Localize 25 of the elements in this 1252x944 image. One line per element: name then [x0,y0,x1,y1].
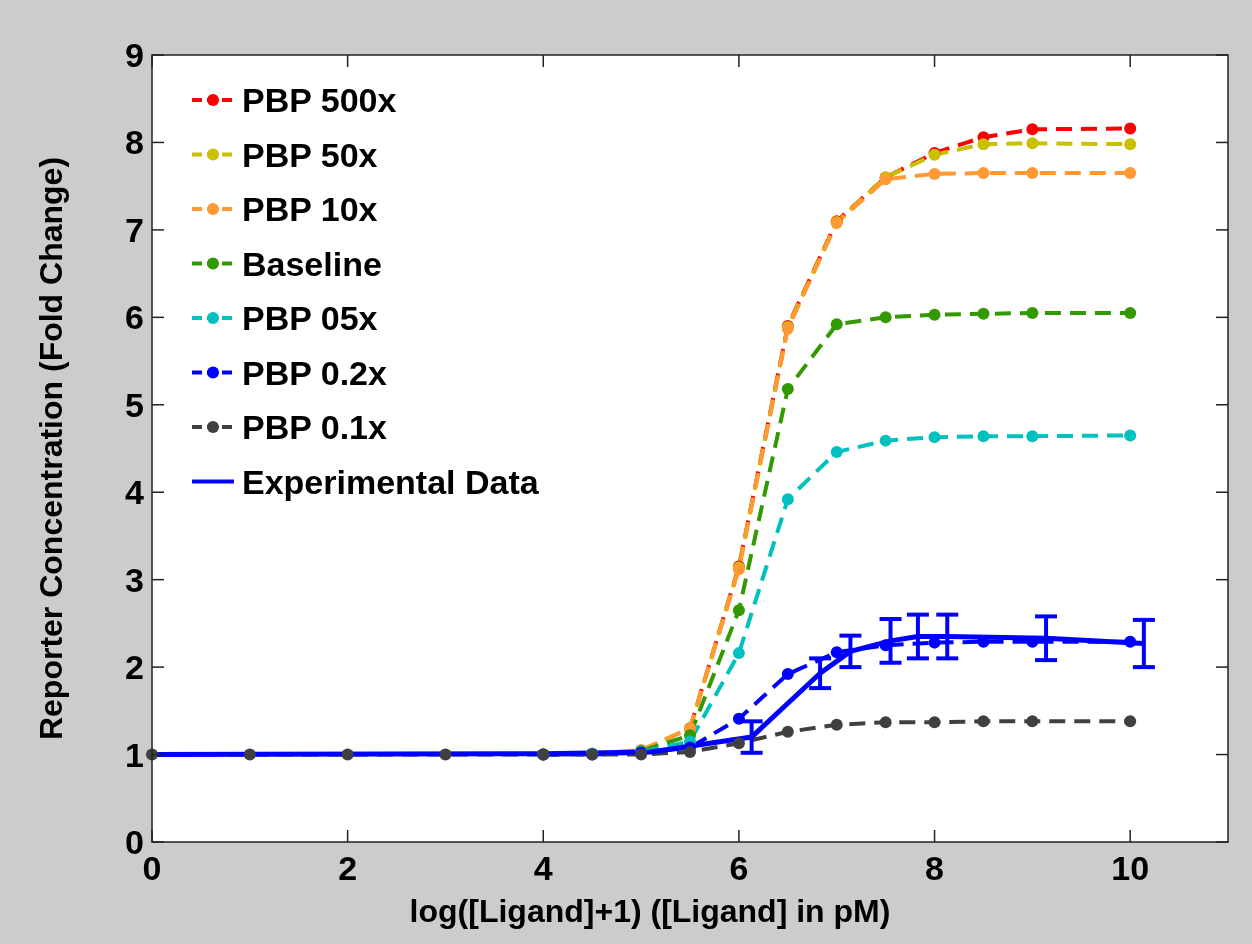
legend-label: PBP 0.1x [242,408,388,446]
y-tick-label: 3 [125,560,144,599]
legend-label: Baseline [242,244,382,283]
x-tick-label: 8 [925,849,945,887]
y-tick-label: 7 [125,210,144,249]
x-tick-label: 2 [338,849,358,887]
y-tick-label: 5 [125,385,144,424]
y-tick-label: 2 [125,648,144,687]
y-tick-label: 8 [125,123,144,162]
legend-label: PBP 05x [242,299,378,337]
x-tick-label: 6 [729,849,749,887]
y-tick-label: 4 [125,473,145,512]
x-axis-title: log([Ligand]+1) ([Ligand] in pM) [409,893,891,929]
x-tick-label: 4 [533,849,553,887]
y-tick-label: 6 [125,298,144,337]
legend-label: PBP 50x [242,135,378,174]
legend-label: PBP 10x [242,190,378,228]
y-tick-label: 9 [125,36,144,74]
legend-label: PBP 500x [242,81,397,119]
y-axis-title: Reporter Concentration (Fold Change) [33,156,69,741]
x-tick-label: 10 [1111,849,1150,887]
y-tick-label: 0 [125,823,144,861]
legend-label: PBP 0.2x [242,353,388,392]
legend-label: Experimental Data [242,462,540,501]
y-tick-label: 1 [125,735,144,774]
